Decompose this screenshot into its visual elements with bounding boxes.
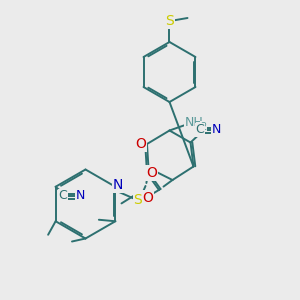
Text: C: C	[196, 123, 205, 136]
Text: O: O	[146, 166, 157, 180]
Text: S: S	[165, 14, 174, 28]
Text: O: O	[135, 137, 146, 151]
Text: NH: NH	[185, 116, 203, 130]
Text: O: O	[142, 191, 153, 205]
Text: N: N	[76, 189, 85, 202]
Text: N: N	[211, 123, 221, 136]
Text: N: N	[112, 178, 123, 192]
Text: S: S	[134, 194, 142, 207]
Text: C: C	[59, 189, 68, 202]
Text: 2: 2	[200, 122, 206, 132]
